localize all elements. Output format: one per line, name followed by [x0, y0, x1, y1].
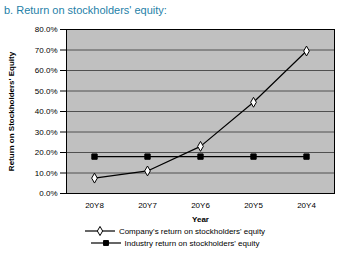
html-text:b. Return on stockholders' equ: b. Return on stockholders' equity: [4, 4, 167, 16]
svg-text:Year: Year [192, 215, 209, 224]
svg-text:50.0%: 50.0% [35, 87, 58, 96]
svg-text:Return on Stockholders' Equity: Return on Stockholders' Equity [7, 51, 16, 171]
svg-text:30.0%: 30.0% [35, 128, 58, 137]
svg-text:20Y6: 20Y6 [191, 201, 210, 210]
svg-text:80.0%: 80.0% [35, 25, 58, 34]
html-text:Industry return on stockholder: Industry return on stockholders' equity [124, 238, 260, 248]
svg-text:20.0%: 20.0% [35, 148, 58, 157]
svg-text:20Y5: 20Y5 [244, 201, 263, 210]
svg-text:60.0%: 60.0% [35, 66, 58, 75]
svg-text:20Y4: 20Y4 [297, 201, 316, 210]
html-text:Company's return on stockholde: Company's return on stockholders' equity [118, 226, 266, 236]
svg-text:20Y7: 20Y7 [138, 201, 157, 210]
svg-text:0.0%: 0.0% [39, 189, 57, 198]
svg-text:70.0%: 70.0% [35, 46, 58, 55]
svg-text:40.0%: 40.0% [35, 107, 58, 116]
svg-text:20Y8: 20Y8 [85, 201, 104, 210]
svg-text:10.0%: 10.0% [35, 169, 58, 178]
